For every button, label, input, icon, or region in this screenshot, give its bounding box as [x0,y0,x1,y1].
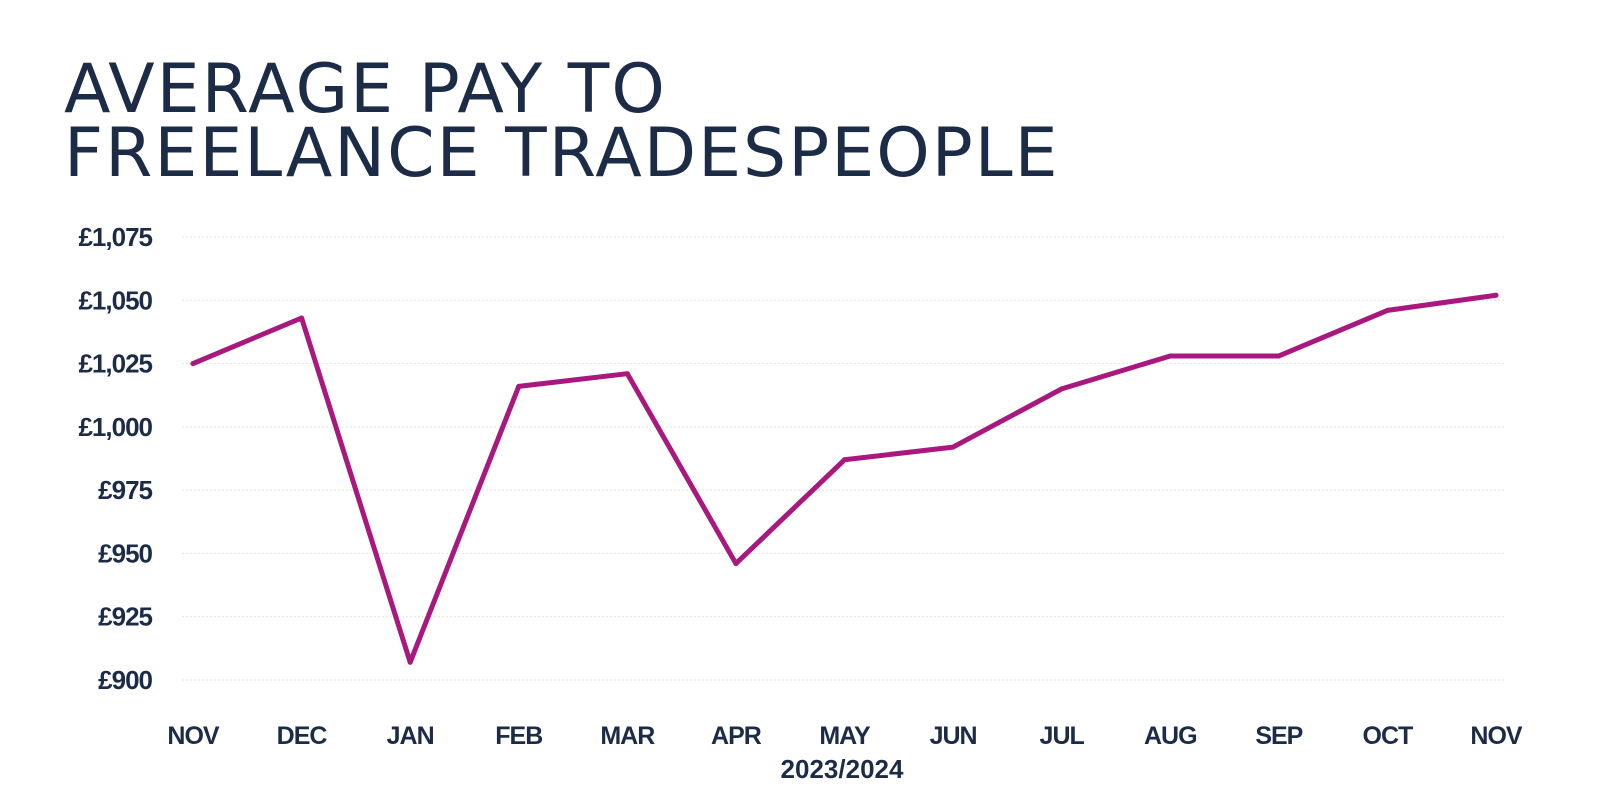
data-point [842,457,847,463]
y-tick-label: £1,075 [78,222,152,252]
x-tick-label: NOV [167,722,220,750]
x-tick-label: MAY [819,722,871,750]
x-tick-label: OCT [1363,722,1414,750]
y-axis-ticks: £900 £925 £950 £975 £1,000 £1,025 £1,050 £1,075 [78,222,153,695]
y-tick-label: £975 [98,475,152,505]
series-line [190,292,1499,665]
chart-title-line-2: FREELANCE TRADESPEOPLE [64,114,1060,193]
x-tick-label: JUL [1040,722,1085,750]
data-point [1493,292,1499,298]
x-tick-label: JAN [387,722,434,750]
x-tick-label: SEP [1255,722,1302,750]
data-point [733,561,739,567]
y-tick-label: £1,000 [78,412,152,442]
series-pay [190,292,1499,665]
x-tick-label: APR [711,722,762,750]
y-tick-label: £1,025 [78,349,152,379]
data-point [407,659,413,665]
chart-title-line-1: AVERAGE PAY TO [64,50,667,129]
data-point [299,315,305,321]
data-point [1059,386,1065,392]
x-tick-label: AUG [1144,722,1197,750]
x-tick-label: DEC [277,722,328,750]
y-tick-label: £1,050 [78,285,152,315]
data-point [1276,353,1282,359]
y-tick-label: £900 [98,665,152,695]
x-tick-label: MAR [600,722,655,750]
gridlines [182,236,1504,681]
y-tick-label: £925 [98,602,152,632]
x-axis-label: 2023/2024 [781,754,904,784]
data-point [1384,307,1390,313]
y-tick-label: £950 [98,538,152,568]
x-tick-label: JUN [930,722,977,750]
data-point [190,361,196,367]
x-tick-label: NOV [1470,722,1523,750]
data-point [950,444,956,450]
data-point [1167,353,1173,359]
data-point [624,371,630,377]
chart-title: AVERAGE PAY TO FREELANCE TRADESPEOPLE [64,50,1060,193]
data-point [516,383,522,389]
x-axis-ticks: NOV DEC JAN FEB MAR APR MAY JUN JUL AUG SEP OCT NOV [167,722,1524,750]
x-tick-label: FEB [495,722,542,750]
